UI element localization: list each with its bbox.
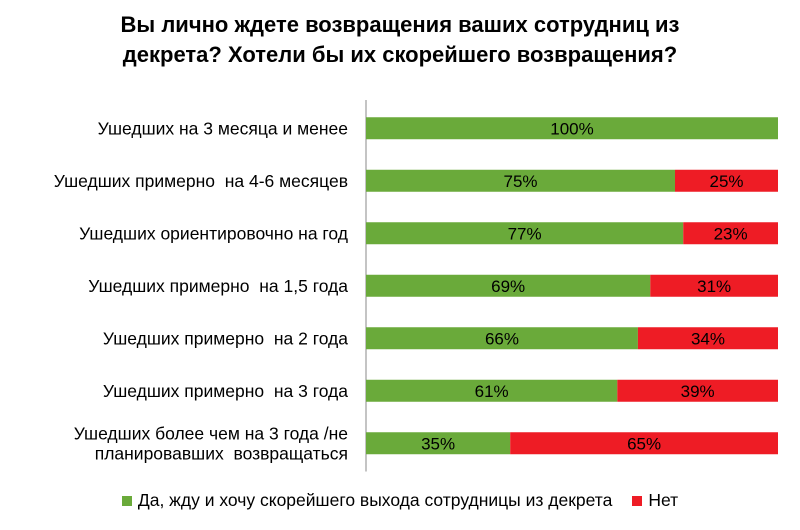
chart-title-line-1: Вы лично ждете возвращения ваших сотрудн… — [120, 12, 680, 37]
bar-no — [675, 169, 778, 192]
bar-no — [637, 327, 778, 350]
chart-title-line-2: декрета? Хотели бы их скорейшего возвращ… — [122, 42, 678, 67]
bar-yes — [366, 117, 778, 140]
data-label-yes: 75% — [503, 172, 537, 191]
data-label-yes: 61% — [475, 382, 509, 401]
bar-no — [510, 432, 778, 455]
legend-label-yes: Да, жду и хочу скорейшего выхода сотрудн… — [137, 490, 613, 510]
data-label-no: 23% — [714, 224, 748, 243]
data-label-no: 39% — [681, 382, 715, 401]
legend-swatch-yes — [121, 495, 132, 506]
bar-yes — [366, 274, 651, 297]
category-label: Ушедших на 3 месяца и менее — [98, 118, 348, 138]
category-label: Ушедших примерно на 3 года — [103, 381, 348, 401]
bar-yes — [366, 379, 618, 402]
bar-yes — [366, 327, 638, 350]
legend-item-no: Нет — [632, 490, 678, 511]
bar-yes — [366, 432, 511, 455]
legend-label-no: Нет — [648, 490, 679, 510]
category-label: планировавших возвращаться — [95, 443, 348, 463]
data-label-yes: 77% — [508, 224, 542, 243]
category-label: Ушедших ориентировочно на год — [79, 223, 348, 243]
data-label-no: 31% — [697, 277, 731, 296]
legend: Да, жду и хочу скорейшего выхода сотрудн… — [0, 490, 800, 511]
bar-no — [650, 274, 778, 297]
chart-title: Вы лично ждете возвращения ваших сотрудн… — [0, 10, 800, 70]
data-label-yes: 35% — [421, 434, 455, 453]
bar-no — [617, 379, 778, 402]
data-label-yes: 100% — [550, 119, 593, 138]
data-label-yes: 66% — [485, 329, 519, 348]
legend-item-yes: Да, жду и хочу скорейшего выхода сотрудн… — [121, 490, 613, 511]
data-label-no: 25% — [709, 172, 743, 191]
data-label-no: 34% — [691, 329, 725, 348]
bar-yes — [366, 222, 684, 245]
bar-no — [683, 222, 778, 245]
category-label: Ушедших более чем на 3 года /не — [74, 423, 348, 443]
data-label-no: 65% — [627, 434, 661, 453]
category-label: Ушедших примерно на 4-6 месяцев — [54, 171, 348, 191]
bar-yes — [366, 169, 675, 192]
data-label-yes: 69% — [491, 277, 525, 296]
category-label: Ушедших примерно на 1,5 года — [88, 276, 348, 296]
legend-swatch-no — [632, 495, 643, 506]
category-label: Ушедших примерно на 2 года — [103, 328, 348, 348]
